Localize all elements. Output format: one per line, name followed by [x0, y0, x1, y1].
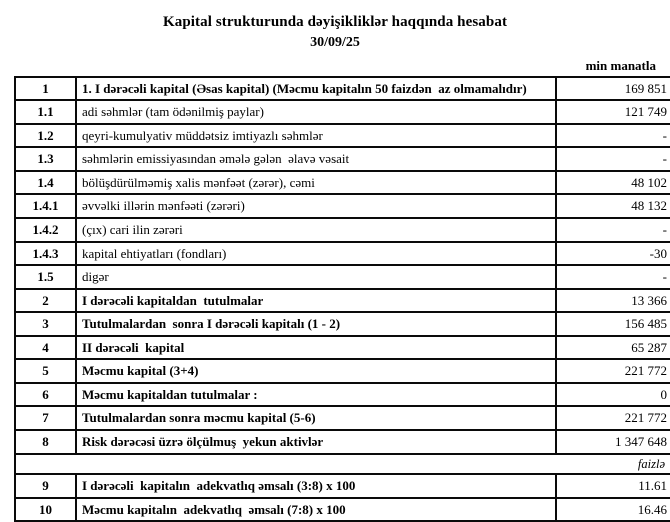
row-number: 5 — [14, 358, 77, 384]
row-value: 221 772 — [555, 358, 670, 384]
row-number: 1.5 — [14, 264, 77, 290]
row-value: 13 366 — [555, 287, 670, 314]
table-row: 1.4.2 (çıx) cari ilin zərəri - — [14, 217, 670, 243]
table-row: 3 Tutulmalardan sonra I dərəcəli kapitalı… — [14, 311, 670, 337]
row-number: 1.4.2 — [14, 217, 77, 243]
row-label: II dərəcəli kapital — [75, 334, 557, 361]
row-value: 16.46 — [555, 496, 670, 522]
table-row: 10 Məcmu kapitalın adekvatlıq əmsalı (7:8… — [14, 496, 670, 522]
row-label: Risk dərəcəsi üzrə ölçülmuş yekun aktivl… — [75, 428, 557, 455]
row-value: - — [555, 217, 670, 243]
row-value: -30 — [555, 240, 670, 267]
row-number: 6 — [14, 381, 77, 408]
unit-label: min manatla — [585, 57, 656, 73]
row-value: 48 102 — [555, 169, 670, 196]
row-value: 0 — [555, 381, 670, 408]
row-value: 121 749 — [555, 99, 670, 125]
row-label: digər — [75, 264, 557, 290]
row-number: 1.2 — [14, 122, 77, 149]
row-value: - — [555, 264, 670, 290]
row-value: 1 347 648 — [555, 428, 670, 455]
row-value: - — [555, 122, 670, 149]
row-value: - — [555, 146, 670, 172]
table-row: 4 II dərəcəli kapital 65 287 — [14, 334, 670, 361]
row-label: səhmlərin emissiyasından əmələ gələn əla… — [75, 146, 557, 172]
row-label: Məcmu kapitaldan tutulmalar : — [75, 381, 557, 408]
row-label: Məcmu kapital (3+4) — [75, 358, 557, 384]
row-number: 1 — [14, 75, 77, 102]
row-label: Tutulmalardan sonra məcmu kapital (5-6) — [75, 405, 557, 431]
row-value: 48 132 — [555, 193, 670, 220]
row-label: qeyri-kumulyativ müddətsiz imtiyazlı səh… — [75, 122, 557, 149]
row-value: 65 287 — [555, 334, 670, 361]
table-row: 5 Məcmu kapital (3+4) 221 772 — [14, 358, 670, 384]
row-label: əvvəlki illərin mənfəəti (zərəri) — [75, 193, 557, 220]
capital-table-body: 1 1. I dərəcəli kapital (Əsas kapital) (M… — [14, 75, 670, 522]
row-label: I dərəcəli kapitaldan tutulmalar — [75, 287, 557, 314]
table-row: 7 Tutulmalardan sonra məcmu kapital (5-6)… — [14, 405, 670, 431]
row-label: I dərəcəli kapitalın adekvatlıq əmsalı (… — [75, 473, 557, 499]
row-label: Məcmu kapitalın adekvatlıq əmsalı (7:8) … — [75, 496, 557, 522]
table-row: 1.4.3 kapital ehtiyatları (fondları) -30 — [14, 240, 670, 267]
row-number: 1.1 — [14, 99, 77, 125]
table-row: 1 1. I dərəcəli kapital (Əsas kapital) (M… — [14, 75, 670, 102]
row-label: bölüşdürülməmiş xalis mənfəət (zərər), c… — [75, 169, 557, 196]
row-value: 156 485 — [555, 311, 670, 337]
row-number: 1.3 — [14, 146, 77, 172]
table-row: 1.2 qeyri-kumulyativ müddətsiz imtiyazlı … — [14, 122, 670, 149]
report-title: Kapital strukturunda dəyişikliklər haqqı… — [162, 14, 508, 30]
row-number: 9 — [14, 473, 77, 499]
row-label: adi səhmlər (tam ödənilmiş paylar) — [75, 99, 557, 125]
row-number: 8 — [14, 428, 77, 455]
percent-unit-row: faizlə — [14, 452, 670, 476]
table-row: 1.4.1 əvvəlki illərin mənfəəti (zərəri) 48… — [14, 193, 670, 220]
table-row: 1.1 adi səhmlər (tam ödənilmiş paylar) 121… — [14, 99, 670, 125]
row-number: 1.4 — [14, 169, 77, 196]
table-row: 1.4 bölüşdürülməmiş xalis mənfəət (zərər)… — [14, 169, 670, 196]
report-date: 30/09/25 — [310, 34, 360, 50]
row-number: 1.4.1 — [14, 193, 77, 220]
row-number: 4 — [14, 334, 77, 361]
table-row: 6 Məcmu kapitaldan tutulmalar :0 — [14, 381, 670, 408]
row-value: 169 851 — [555, 75, 670, 102]
row-number: 1.4.3 — [14, 240, 77, 267]
capital-structure-table: 1 1. I dərəcəli kapital (Əsas kapital) (M… — [14, 75, 670, 522]
row-label: 1. I dərəcəli kapital (Əsas kapital) (Mə… — [75, 75, 557, 102]
row-label: Tutulmalardan sonra I dərəcəli kapitalı … — [75, 311, 557, 337]
row-value: 11.61 — [555, 473, 670, 499]
percent-unit-label: faizlə — [14, 452, 670, 476]
table-row: 1.5 digər - — [14, 264, 670, 290]
table-row: 1.3 səhmlərin emissiyasından əmələ gələn … — [14, 146, 670, 172]
row-label: (çıx) cari ilin zərəri — [75, 217, 557, 243]
table-row: 8 Risk dərəcəsi üzrə ölçülmuş yekun aktiv… — [14, 428, 670, 455]
row-number: 10 — [14, 496, 77, 522]
row-number: 2 — [14, 287, 77, 314]
row-number: 7 — [14, 405, 77, 431]
row-number: 3 — [14, 311, 77, 337]
row-label: kapital ehtiyatları (fondları) — [75, 240, 557, 267]
row-value: 221 772 — [555, 405, 670, 431]
